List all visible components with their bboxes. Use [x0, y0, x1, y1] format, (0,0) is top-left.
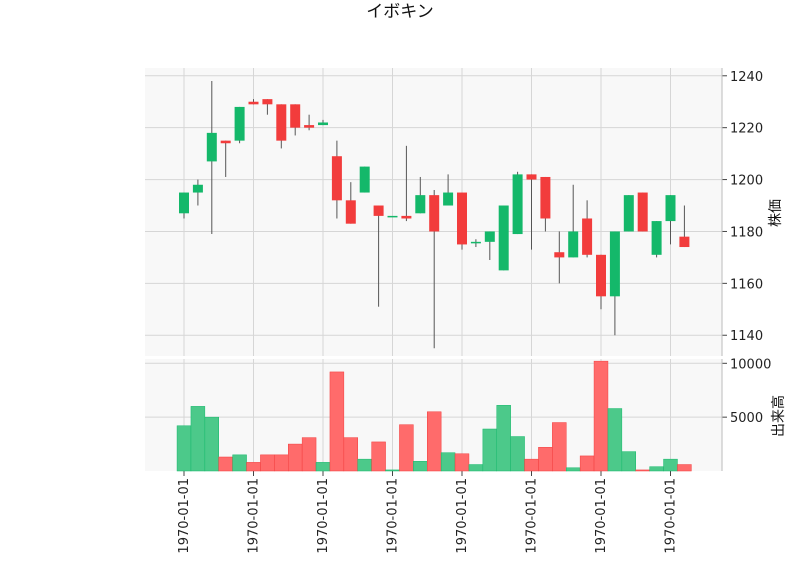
volume-bar-down: [524, 458, 539, 472]
candle-body-down: [457, 192, 467, 245]
candle-body-up: [623, 195, 634, 232]
candle-body-down: [582, 218, 593, 255]
candle-body-up: [665, 195, 676, 222]
candle-body-up: [387, 215, 398, 218]
volume-bar-up: [607, 408, 623, 472]
price-tick-label: 1160: [730, 277, 763, 292]
volume-bar-up: [190, 406, 206, 472]
volume-bar-down: [301, 437, 317, 472]
candle-body-down: [373, 205, 384, 216]
volume-bar-up: [649, 466, 664, 472]
candle-body-up: [484, 231, 495, 242]
candle-body-down: [554, 252, 565, 258]
candle-body-down: [526, 174, 537, 180]
x-tick-label: 1970-01-01: [594, 478, 609, 554]
price-axis-label: 株価: [768, 199, 784, 227]
candle-body-down: [331, 156, 342, 201]
volume-bar-up: [663, 458, 678, 472]
volume-bar-up: [510, 436, 525, 472]
price-tick-label: 1240: [730, 70, 763, 85]
candle-body-down: [248, 101, 259, 105]
candle-body-down: [429, 195, 440, 232]
volume-bar-up: [482, 428, 498, 472]
volume-bar-down: [343, 437, 359, 472]
volume-bar-up: [232, 454, 247, 472]
candle-body-down: [276, 104, 287, 141]
x-tick-label: 1970-01-01: [177, 478, 192, 554]
volume-bar-down: [288, 443, 303, 472]
candle-body-up: [609, 231, 620, 297]
candle-body-down: [637, 192, 648, 232]
volume-bar-down: [329, 371, 345, 472]
candle-body-down: [220, 140, 231, 144]
volume-panel: 1970-01-01 1970-01-01 1970-01-01 1970-01-01…: [145, 357, 771, 554]
candle-body-down: [401, 215, 412, 219]
price-panel: 1140 1160 1180 1200 1220 1240: [145, 68, 763, 356]
chart-title: イボキン: [366, 2, 434, 22]
candle-body-up: [512, 174, 523, 235]
volume-bar-up: [357, 458, 372, 472]
volume-bar-down: [454, 453, 470, 472]
price-tick-label: 1180: [730, 225, 763, 240]
volume-bar-up: [621, 451, 636, 472]
x-tick-label: 1970-01-01: [247, 478, 262, 554]
volume-bar-down: [579, 455, 595, 472]
price-tick-label: 1220: [730, 122, 763, 137]
volume-bar-up: [315, 462, 331, 472]
volume-tick-label: 10000: [730, 357, 771, 372]
volume-bar-down: [635, 469, 650, 472]
x-tick-label: 1970-01-01: [525, 478, 540, 554]
volume-bar-down: [538, 447, 553, 472]
volume-bar-up: [204, 416, 220, 472]
x-tick-label: 1970-01-01: [664, 478, 679, 554]
candle-body-up: [318, 122, 328, 126]
candle-body-down: [596, 254, 606, 297]
candle-body-up: [192, 184, 203, 193]
candle-body-down: [262, 99, 273, 105]
volume-bar-down: [246, 462, 261, 472]
candle-body-down: [304, 125, 315, 128]
volume-bar-up: [566, 467, 581, 472]
volume-bar-up: [413, 461, 428, 472]
volume-bar-down: [677, 464, 692, 472]
volume-bar-up: [440, 452, 456, 472]
volume-bar-down: [371, 441, 386, 472]
x-tick-label: 1970-01-01: [316, 478, 331, 554]
candle-body-up: [206, 132, 217, 162]
volume-bar-down: [274, 454, 289, 472]
candle-body-down: [540, 176, 551, 219]
candle-body-down: [345, 200, 356, 224]
volume-axis-label: 出来高: [770, 395, 787, 437]
candle-body-up: [359, 166, 370, 193]
candle-body-up: [470, 241, 481, 244]
candle-body-up: [234, 106, 245, 141]
candle-body-up: [651, 221, 662, 255]
volume-bar-up: [496, 405, 511, 472]
price-tick-label: 1140: [730, 329, 763, 344]
volume-bar-down: [593, 360, 609, 472]
candle-body-up: [498, 205, 509, 271]
volume-bar-down: [260, 454, 275, 472]
candle-body-down: [290, 104, 301, 128]
volume-bar-down: [399, 424, 414, 472]
volume-bar-up: [468, 464, 484, 472]
candle-body-up: [415, 195, 426, 214]
volume-bar-up: [385, 469, 400, 472]
x-tick-label: 1970-01-01: [455, 478, 470, 554]
volume-bar-down: [427, 411, 442, 472]
candle-body-down: [679, 236, 690, 248]
price-tick-label: 1200: [730, 174, 763, 189]
x-tick-label: 1970-01-01: [386, 478, 401, 554]
candle-body-up: [443, 192, 454, 206]
volume-bar-up: [176, 425, 192, 472]
candle-body-up: [568, 231, 579, 258]
volume-bar-down: [552, 422, 567, 472]
volume-bar-down: [218, 456, 233, 472]
candle-body-up: [179, 192, 189, 214]
volume-tick-label: 5000: [730, 411, 763, 426]
